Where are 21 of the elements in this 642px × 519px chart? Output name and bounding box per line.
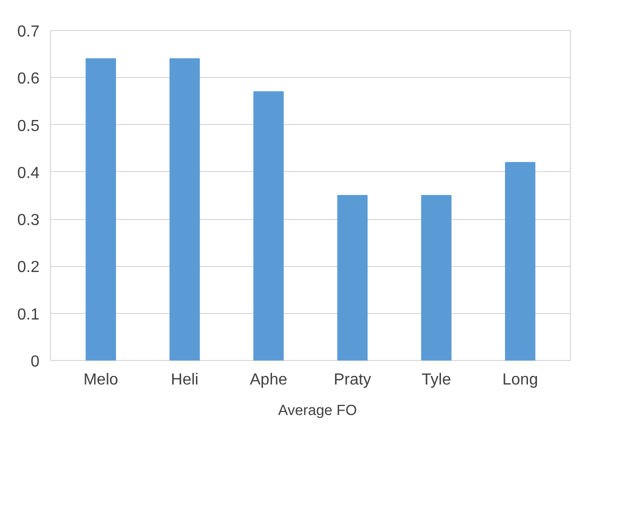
y-tick-label: 0.3 [17, 212, 40, 230]
x-tick-label: Aphe [250, 372, 288, 388]
bar [170, 58, 200, 360]
bar [505, 162, 536, 360]
x-tick-label: Tyle [422, 372, 452, 388]
bar [421, 195, 452, 360]
x-tick-label: Melo [83, 372, 118, 388]
bar [337, 195, 368, 360]
x-tick-label: Heli [170, 372, 198, 388]
y-tick-label: 0.6 [17, 70, 40, 88]
text: Average FO [278, 403, 357, 419]
x-tick-label: Praty [334, 372, 372, 388]
x-tick-label: Long [502, 372, 538, 388]
bar [86, 58, 116, 360]
y-tick-label: 0.2 [17, 259, 40, 276]
y-tick-label: 0.7 [17, 24, 40, 40]
y-tick-label: 0.5 [17, 118, 40, 135]
y-tick-label: 0.4 [17, 164, 40, 182]
bar [253, 91, 284, 360]
y-tick-label: 0.1 [17, 306, 40, 324]
y-tick-label: 0 [30, 354, 40, 370]
